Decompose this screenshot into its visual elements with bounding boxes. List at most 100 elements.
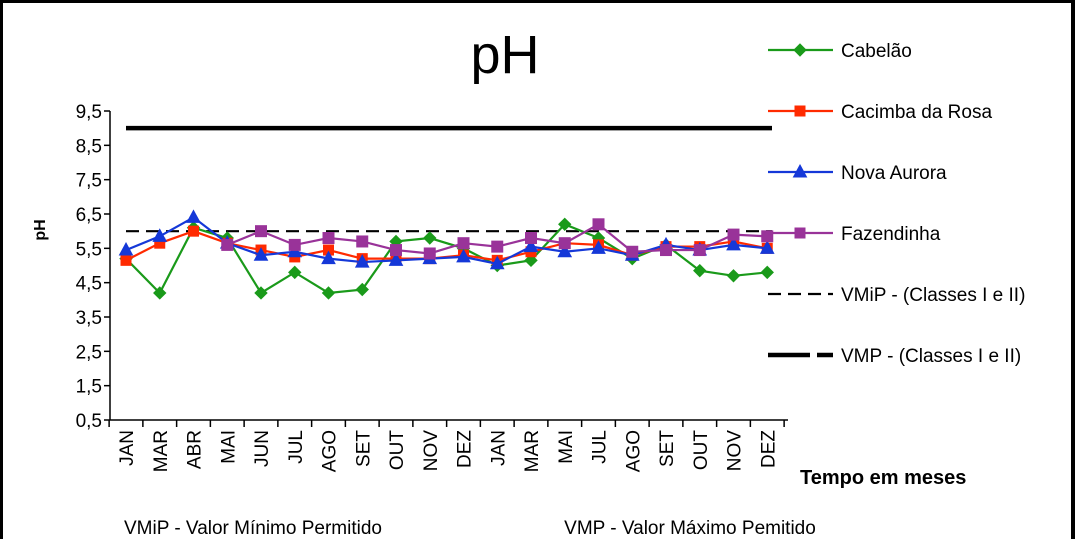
x-tick-label: JUL <box>590 430 611 464</box>
legend-item: Nova Aurora <box>768 163 947 184</box>
data-point <box>558 237 571 250</box>
data-point <box>321 250 336 265</box>
y-axis-label: pH <box>32 219 49 240</box>
y-tick-label: 4,5 <box>76 274 102 295</box>
data-point <box>354 254 370 268</box>
data-point <box>726 269 741 283</box>
legend-label: Cabelão <box>841 41 912 62</box>
y-tick-label: 2,5 <box>76 342 102 363</box>
legend-item: VMiP - (Classes I e II) <box>768 285 1025 306</box>
y-tick-label: 6,5 <box>76 205 102 226</box>
data-point <box>288 265 302 280</box>
data-point <box>186 209 201 223</box>
x-tick-label: JAN <box>117 430 138 466</box>
data-point <box>390 244 402 257</box>
y-tick-label: 1,5 <box>76 377 102 398</box>
legend-marker <box>792 163 808 178</box>
x-tick-label: MAR <box>522 430 543 472</box>
legend-item: VMP - (Classes I e II) <box>768 346 1021 367</box>
x-tick-label: OUT <box>691 430 712 471</box>
data-point <box>660 244 672 257</box>
legend-item: Cabelão <box>768 41 912 62</box>
data-point <box>591 240 606 254</box>
legend-label: Cacimba da Rosa <box>841 102 992 123</box>
x-tick-label: DEZ <box>455 430 476 468</box>
data-point <box>726 236 741 251</box>
x-axis-label: Tempo em meses <box>800 467 966 489</box>
y-tick-label: 9,5 <box>76 102 102 123</box>
reference-lines <box>126 125 772 233</box>
legend: Cabelão Cacimba da Rosa Nova Aurora Fazendi… <box>768 41 1025 367</box>
axes: 0,5 1,5 2,5 3,5 4,5 5,5 6,5 7,5 8,5 9,5 JAN MAR ABR M… <box>76 102 788 472</box>
data-point <box>693 263 707 278</box>
x-tick-label: AGO <box>623 430 644 472</box>
data-point <box>727 228 740 241</box>
data-point <box>388 252 404 266</box>
data-point <box>322 232 335 245</box>
x-tick-label: JUL <box>286 430 307 464</box>
x-tick-label: JUN <box>252 430 273 467</box>
legend-label: VMiP - (Classes I e II) <box>841 285 1025 306</box>
data-point <box>120 254 132 266</box>
data-point <box>323 244 334 256</box>
data-point <box>288 238 301 251</box>
y-tick-label: 8,5 <box>76 136 102 157</box>
data-point <box>118 242 134 256</box>
x-tick-label: MAR <box>151 430 172 472</box>
legend-item: Cacimba da Rosa <box>768 102 992 123</box>
data-point <box>255 225 267 238</box>
legend-marker <box>793 43 807 57</box>
data-point <box>759 240 775 254</box>
chart-title: pH <box>470 25 539 85</box>
footnote-vmip: VMiP - Valor Mínimo Permitido <box>124 518 382 539</box>
data-point <box>457 237 470 250</box>
y-tick-label: 5,5 <box>76 239 102 260</box>
data-point <box>321 286 336 300</box>
x-tick-label: NOV <box>421 430 442 472</box>
legend-label: VMP - (Classes I e II) <box>841 346 1021 367</box>
x-tick-label: MAI <box>556 430 577 464</box>
data-point <box>356 235 369 248</box>
y-tick-label: 0,5 <box>76 411 102 432</box>
x-tick-label: MAI <box>218 430 239 464</box>
data-point <box>693 244 706 257</box>
data-point <box>525 232 537 245</box>
x-tick-label: OUT <box>387 430 408 471</box>
legend-marker <box>794 227 806 239</box>
x-tick-label: DEZ <box>758 430 779 468</box>
data-point <box>254 286 268 300</box>
data-point <box>489 255 505 270</box>
data-point <box>188 225 199 237</box>
legend-label: Fazendinha <box>841 224 941 245</box>
x-tick-label: JAN <box>488 430 509 466</box>
data-point <box>423 231 437 245</box>
data-point <box>592 218 605 231</box>
data-point <box>626 245 639 258</box>
data-point <box>355 282 369 297</box>
x-tick-label: ABR <box>185 430 206 469</box>
x-tick-label: SET <box>657 430 678 467</box>
data-point <box>523 238 539 253</box>
data-point <box>154 237 166 249</box>
data-point <box>153 286 167 300</box>
y-tick-label: 3,5 <box>76 308 102 329</box>
data-point <box>253 247 269 261</box>
x-tick-label: NOV <box>725 430 746 472</box>
data-point <box>423 247 436 260</box>
data-point <box>152 228 168 242</box>
legend-item: Fazendinha <box>768 224 941 245</box>
y-tick-label: 7,5 <box>76 171 102 192</box>
data-point <box>557 243 573 258</box>
legend-marker <box>794 105 806 117</box>
data-point <box>558 217 572 232</box>
data-point <box>456 248 471 263</box>
legend-label: Nova Aurora <box>841 163 947 184</box>
data-point <box>221 238 234 251</box>
data-point <box>491 240 504 253</box>
x-tick-label: AGO <box>320 430 341 472</box>
x-tick-label: SET <box>353 430 374 467</box>
data-point <box>760 265 774 280</box>
series-group <box>118 209 775 300</box>
